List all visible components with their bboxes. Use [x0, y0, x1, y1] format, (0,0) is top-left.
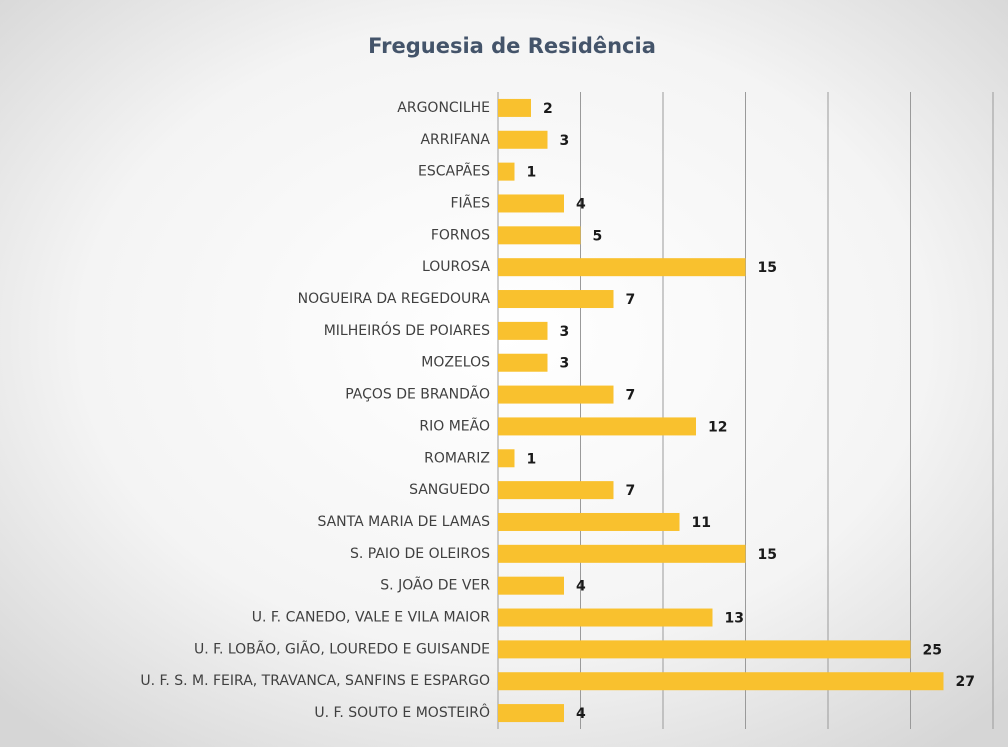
value-label: 4 — [576, 706, 586, 722]
bar — [498, 130, 548, 149]
value-label: 3 — [560, 133, 570, 149]
bar — [498, 194, 564, 213]
value-label: 27 — [956, 674, 975, 690]
chart-title: Freguesia de Residência — [368, 34, 656, 58]
category-label: ESCAPÃES — [418, 163, 490, 180]
category-label: ROMARIZ — [424, 450, 490, 466]
category-label: FORNOS — [431, 227, 490, 243]
value-label: 25 — [923, 642, 942, 658]
category-label: PAÇOS DE BRANDÃO — [345, 386, 490, 403]
bar — [498, 608, 713, 627]
category-label: MOZELOS — [421, 355, 490, 371]
category-label: U. F. CANEDO, VALE E VILA MAIOR — [252, 610, 491, 626]
value-label: 15 — [758, 547, 777, 563]
category-label: ARGONCILHE — [397, 100, 490, 116]
bar — [498, 385, 614, 404]
bar — [498, 290, 614, 309]
value-label: 5 — [593, 228, 603, 244]
value-label: 7 — [626, 483, 636, 499]
category-label: ARRIFANA — [420, 132, 490, 148]
bar — [498, 226, 581, 245]
value-label: 11 — [692, 515, 711, 531]
value-label: 2 — [543, 101, 553, 117]
value-label: 7 — [626, 388, 636, 404]
value-label: 1 — [527, 451, 537, 467]
value-label: 13 — [725, 611, 744, 627]
bar — [498, 321, 548, 340]
value-label: 3 — [560, 324, 570, 340]
category-label: S. JOÃO DE VER — [380, 577, 490, 594]
category-label: U. F. S. M. FEIRA, TRAVANCA, SANFINS E E… — [140, 673, 490, 689]
value-label: 3 — [560, 356, 570, 372]
bar — [498, 162, 515, 181]
bar — [498, 417, 696, 436]
bar — [498, 704, 564, 723]
value-label: 7 — [626, 292, 636, 308]
bar — [498, 544, 746, 563]
value-label: 4 — [576, 196, 586, 212]
category-label: NOGUEIRA DA REGEDOURA — [298, 291, 491, 307]
bar — [498, 258, 746, 277]
bar — [498, 576, 564, 595]
category-label: U. F. SOUTO E MOSTEIRÔ — [314, 703, 490, 721]
category-label: SANTA MARIA DE LAMAS — [317, 514, 490, 530]
bar — [498, 353, 548, 372]
category-label: LOUROSA — [422, 259, 490, 275]
bar — [498, 672, 944, 691]
category-label: RIO MEÃO — [419, 417, 490, 434]
bar — [498, 640, 911, 659]
category-label: FIÃES — [451, 194, 491, 211]
value-label: 15 — [758, 260, 777, 276]
category-label: MILHEIRÓS DE POIARES — [324, 321, 490, 339]
category-label: S. PAIO DE OLEIROS — [350, 546, 490, 562]
value-label: 12 — [708, 419, 727, 435]
value-label: 1 — [527, 165, 537, 181]
category-label: U. F. LOBÃO, GIÃO, LOUREDO E GUISANDE — [194, 640, 490, 657]
bar — [498, 98, 531, 117]
bar — [498, 481, 614, 500]
value-label: 4 — [576, 579, 586, 595]
bar — [498, 449, 515, 468]
bar — [498, 512, 680, 531]
category-label: SANGUEDO — [409, 482, 490, 498]
